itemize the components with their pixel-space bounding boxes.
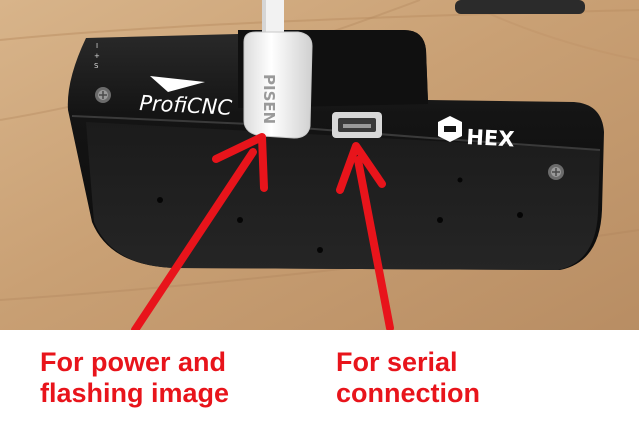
edge-marking-3: S	[94, 62, 99, 70]
proficnc-logo-text: ProfiCNC	[139, 91, 233, 120]
caption-power-line1: For power and	[40, 347, 227, 377]
arrow-serial	[336, 142, 394, 332]
hex-logo-text: HEX	[466, 125, 515, 151]
background-object	[455, 0, 585, 14]
cable-brand-text: PISEN	[260, 74, 278, 124]
caption-serial-line2: connection	[336, 378, 481, 408]
hex-logo: HEX	[438, 116, 515, 152]
edge-marking-1: I	[96, 42, 98, 50]
caption-serial-line1: For serial	[336, 347, 458, 377]
proficnc-logo-mark	[150, 76, 205, 92]
caption-power-line2: flashing image	[40, 378, 230, 408]
device-photo: I + S ProfiCNC PISEN HEX	[0, 0, 639, 335]
usb-plug	[243, 31, 313, 139]
edge-marking-2: +	[94, 52, 100, 60]
arrow-power	[131, 133, 268, 334]
caption-serial: For serial connection	[336, 347, 480, 409]
caption-power: For power and flashing image	[40, 347, 229, 409]
